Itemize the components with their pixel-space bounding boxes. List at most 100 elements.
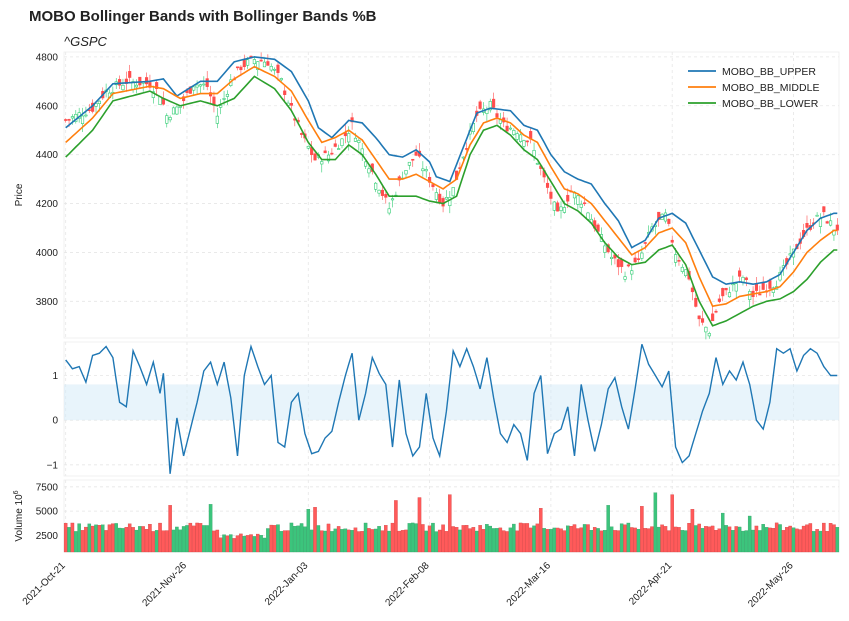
volume-bar [741,530,745,553]
volume-bar [414,523,418,553]
candle-body [353,137,358,142]
volume-bar [606,505,610,553]
volume-tick-label: 5000 [36,507,59,518]
candle-body [313,153,317,161]
pctb-tick-label: 1 [52,371,58,382]
volume-tick-label: 7500 [36,482,59,493]
volume-bar [454,527,459,553]
volume-bar [778,524,782,553]
volume-bar [104,530,108,553]
candle-body [323,150,327,154]
price-tick-label: 4200 [36,199,59,210]
candle-body [545,182,550,188]
candle-body [744,277,748,280]
volume-bar [151,531,156,553]
candle-body [667,218,671,224]
volume-bar [764,527,769,553]
candle-body [118,79,122,86]
candle-body [566,194,570,202]
volume-bar [717,528,722,553]
volume-bar [202,525,206,553]
candle-body [562,207,566,213]
volume-bar [208,504,213,553]
candle-body [404,170,408,175]
volume-bar [832,524,836,553]
volume-bar [309,529,314,553]
volume-bar [485,524,489,553]
volume-bar [771,528,776,553]
volume-bar [373,528,378,553]
candle-body [67,119,71,121]
candle-body [151,91,155,98]
candle-body [448,197,452,206]
candle-body [252,59,256,65]
price-tick-label: 4000 [36,248,59,259]
volume-bar [673,526,678,553]
volume-bar [609,526,614,553]
candle-body [333,143,337,147]
volume-bar [592,527,597,553]
volume-bar [724,525,728,553]
volume-bar [505,531,509,553]
volume-bar [363,522,368,553]
candle-body [738,270,742,277]
volume-bar [572,524,577,553]
volume-bar [458,529,462,553]
price-tick-label: 4800 [36,52,59,63]
candle-body [155,82,159,90]
candle-body [768,280,772,289]
candle-body [727,292,732,298]
candle-body [192,86,196,91]
candle-body [431,184,435,188]
candle-body [374,182,378,190]
candle-body [198,84,203,87]
volume-bar [727,526,732,553]
volume-bar [313,507,317,553]
volume-bar [212,530,216,553]
chart-title: MOBO Bollinger Bands with Bollinger Band… [29,8,377,25]
pctb-tick-label: −1 [47,460,59,471]
candle-body [387,208,391,214]
volume-bar [191,525,196,553]
pctb-tick-label: 0 [52,416,58,427]
x-tick-label: 2022-Mar-16 [505,560,554,609]
volume-bar [704,526,708,553]
volume-bar [286,530,290,553]
volume-bar [828,523,833,553]
volume-bar [633,527,637,553]
volume-bar [188,522,193,553]
candle-body [84,114,88,117]
candle-body [630,270,634,275]
volume-bar [239,533,243,553]
candle-body [121,84,125,91]
volume-bar [535,523,540,553]
volume-bar [367,528,371,553]
volume-bar [491,528,496,553]
candle-body [279,78,283,81]
volume-bar [306,509,311,553]
volume-bar [424,530,428,553]
volume-bar [542,528,546,553]
volume-bar [232,538,236,553]
candle-body [138,76,142,86]
volume-bar [599,530,604,553]
volume-bar [626,522,631,553]
candle-body [134,84,139,88]
volume-bar [370,529,375,553]
volume-bar [525,523,530,553]
candle-body [690,287,694,293]
volume-bar [441,524,445,553]
volume-bar [90,525,95,553]
volume-bar [528,527,533,553]
candle-body [616,259,620,268]
candle-body [357,140,361,143]
candle-body [205,78,209,87]
volume-bar [252,536,257,553]
volume-bar [754,525,759,553]
volume-bar [299,523,304,553]
volume-bar [215,529,220,553]
volume-bar [390,522,395,553]
candlestick-layer [64,52,839,340]
volume-bar [417,497,422,553]
